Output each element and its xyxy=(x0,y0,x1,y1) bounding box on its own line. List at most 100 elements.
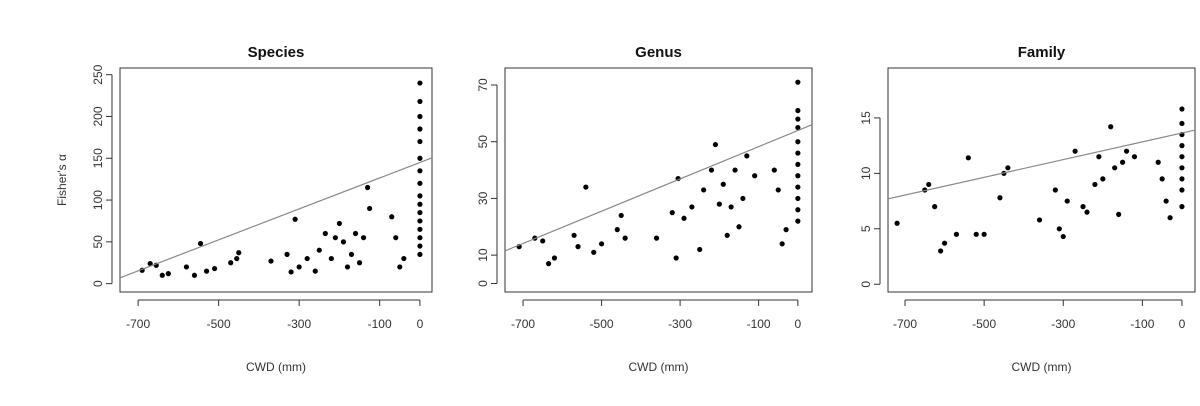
fit-line xyxy=(119,157,433,279)
x-tick-label: -500 xyxy=(972,317,996,331)
data-point xyxy=(669,210,675,216)
data-point xyxy=(1179,165,1185,171)
data-point xyxy=(965,155,971,161)
data-point xyxy=(795,116,801,122)
data-point xyxy=(1159,176,1165,182)
data-point xyxy=(795,173,801,179)
data-point xyxy=(953,231,960,237)
data-point xyxy=(997,195,1003,201)
y-tick-label: 0 xyxy=(91,280,105,287)
data-point xyxy=(795,161,801,168)
data-point xyxy=(795,195,801,202)
data-point xyxy=(1064,198,1070,204)
data-point xyxy=(795,124,801,131)
data-point xyxy=(1112,165,1118,171)
data-point xyxy=(653,235,660,241)
data-point xyxy=(1179,154,1185,160)
data-point xyxy=(1179,187,1185,193)
data-point xyxy=(795,150,801,156)
y-tick-label: 50 xyxy=(91,235,105,249)
data-point xyxy=(571,232,577,238)
y-tick-label: 0 xyxy=(859,281,873,288)
data-point xyxy=(771,167,777,173)
data-point xyxy=(941,240,948,246)
data-point xyxy=(417,80,423,86)
data-point xyxy=(393,235,399,241)
data-point xyxy=(1179,204,1185,210)
data-point xyxy=(268,258,274,264)
x-tick-label: -100 xyxy=(368,317,392,331)
x-tick-label: -500 xyxy=(207,317,231,331)
fit-line xyxy=(504,124,813,252)
data-point xyxy=(417,251,423,257)
data-point xyxy=(732,167,738,173)
data-point xyxy=(197,240,204,247)
data-point xyxy=(752,173,758,179)
data-point xyxy=(1120,159,1126,165)
data-point xyxy=(740,195,746,202)
data-point xyxy=(1092,181,1098,188)
data-point xyxy=(1060,233,1066,240)
data-point xyxy=(328,255,334,262)
data-point xyxy=(894,220,900,226)
data-point xyxy=(932,204,938,210)
plot-frame xyxy=(887,67,1196,293)
data-point xyxy=(344,264,351,270)
x-tick-label: -700 xyxy=(126,317,150,331)
data-point xyxy=(336,220,343,227)
data-point xyxy=(981,231,987,237)
data-point xyxy=(583,184,589,190)
data-point xyxy=(296,264,302,270)
data-point xyxy=(716,201,722,207)
y-axis-label: Fisher's α xyxy=(55,154,69,206)
x-tick-label: -300 xyxy=(1051,317,1075,331)
data-point xyxy=(697,246,703,253)
data-point xyxy=(348,251,355,257)
data-point xyxy=(779,241,785,247)
data-point xyxy=(417,113,423,120)
x-tick-label: -100 xyxy=(1130,317,1154,331)
data-point xyxy=(292,216,298,222)
data-point xyxy=(744,153,750,159)
x-tick-label: -700 xyxy=(893,317,917,331)
data-point xyxy=(728,204,734,210)
data-point xyxy=(724,232,730,238)
data-point xyxy=(720,181,726,187)
data-point xyxy=(701,187,707,193)
data-point xyxy=(183,264,190,270)
data-point xyxy=(795,184,801,190)
x-axis-label: CWD (mm) xyxy=(246,360,306,374)
y-tick-label: 150 xyxy=(91,148,105,168)
data-point xyxy=(1096,154,1102,160)
data-point xyxy=(1052,187,1058,193)
data-point xyxy=(973,231,979,237)
data-point xyxy=(1155,159,1161,165)
data-point xyxy=(332,235,338,241)
data-point xyxy=(417,155,423,161)
y-tick-label: 0 xyxy=(476,280,490,287)
data-point xyxy=(591,249,597,255)
x-tick-label: -100 xyxy=(747,317,771,331)
y-tick-label: 5 xyxy=(859,225,873,232)
data-point xyxy=(417,126,423,132)
data-point xyxy=(417,168,423,174)
y-tick-label: 100 xyxy=(91,190,105,210)
y-tick-label: 50 xyxy=(476,135,490,149)
data-point xyxy=(775,187,781,193)
y-tick-label: 250 xyxy=(91,64,105,84)
data-point xyxy=(352,230,359,237)
data-point xyxy=(575,244,581,250)
y-tick-label: 10 xyxy=(859,166,873,180)
data-point xyxy=(1056,226,1062,232)
data-point xyxy=(236,250,242,256)
data-point xyxy=(417,243,423,249)
data-point xyxy=(367,205,373,212)
data-point xyxy=(1116,211,1122,217)
data-point xyxy=(312,268,318,274)
x-axis-label: CWD (mm) xyxy=(1012,360,1072,374)
data-point xyxy=(417,193,423,199)
data-point xyxy=(417,180,423,186)
y-tick-label: 70 xyxy=(476,78,490,92)
data-point xyxy=(1080,204,1086,210)
